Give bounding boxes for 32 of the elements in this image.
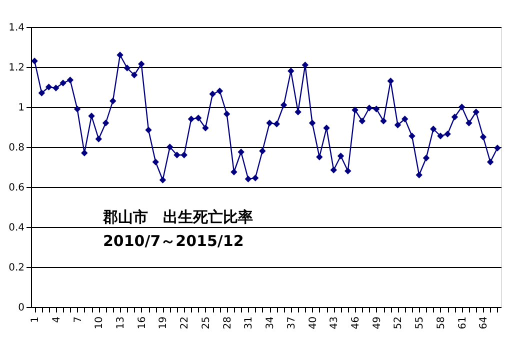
x-tick-label: 13 bbox=[116, 316, 127, 330]
y-tick-label: 0.4 bbox=[8, 222, 24, 234]
x-tick-label: 61 bbox=[457, 316, 468, 330]
y-tick-label: 0 bbox=[18, 302, 24, 314]
x-tick-label: 58 bbox=[436, 316, 447, 330]
y-tick-label: 1.2 bbox=[8, 62, 24, 74]
x-tick-label: 34 bbox=[265, 316, 276, 330]
x-tick-label: 16 bbox=[136, 316, 148, 330]
annotation: 2010/7～2015/12 bbox=[103, 232, 244, 250]
x-tick-label: 46 bbox=[350, 316, 362, 330]
y-tick-label: 1 bbox=[18, 102, 24, 114]
y-tick-label: 1.4 bbox=[8, 22, 24, 34]
x-tick-label: 31 bbox=[244, 316, 255, 330]
x-tick-label: 10 bbox=[94, 316, 106, 330]
x-tick-label: 52 bbox=[393, 316, 404, 330]
x-tick-label: 4 bbox=[51, 316, 62, 323]
x-tick-label: 40 bbox=[308, 316, 319, 330]
y-tick-label: 0.2 bbox=[8, 262, 24, 274]
x-tick-label: 37 bbox=[286, 316, 298, 330]
x-tick-label: 22 bbox=[180, 316, 191, 330]
y-tick-label: 0.6 bbox=[8, 182, 24, 194]
x-tick-label: 1 bbox=[30, 316, 42, 323]
x-tick-label: 25 bbox=[200, 316, 212, 330]
x-tick-label: 28 bbox=[222, 316, 234, 330]
x-tick-label: 43 bbox=[329, 316, 340, 330]
x-tick-label: 49 bbox=[372, 316, 383, 330]
y-tick-label: 0.8 bbox=[8, 142, 24, 154]
x-tick-label: 19 bbox=[158, 316, 170, 330]
annotation: 郡山市 出生死亡比率 bbox=[102, 208, 253, 226]
x-tick-label: 64 bbox=[478, 316, 490, 330]
x-tick-label: 7 bbox=[72, 316, 84, 323]
x-tick-label: 55 bbox=[414, 316, 426, 330]
